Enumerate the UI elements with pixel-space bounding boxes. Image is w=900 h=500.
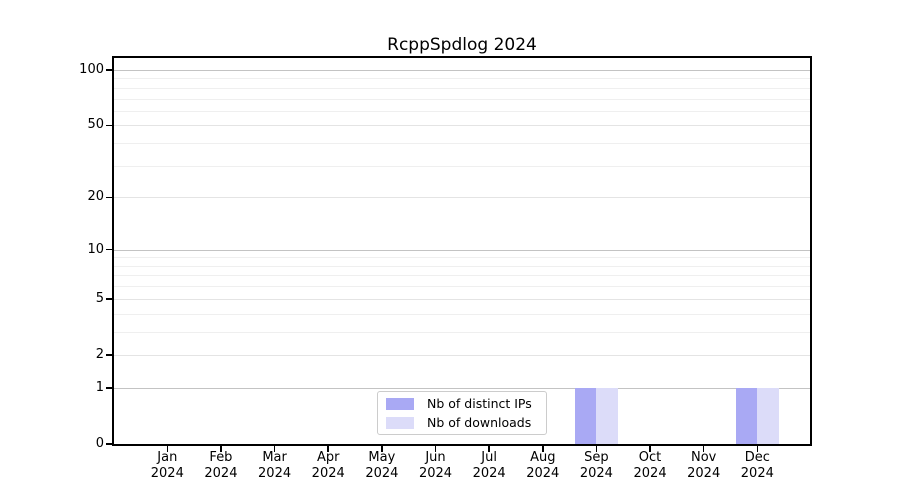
gridline-y-10 <box>114 249 810 251</box>
gridline-y-7 <box>114 275 810 277</box>
gridline-y-100 <box>114 70 810 71</box>
x-tick-label-dec-2024: Dec 2024 <box>740 450 774 481</box>
legend-swatch-distinct-ips-icon <box>386 397 414 410</box>
y-tick-label-50: 50 <box>87 117 104 133</box>
x-tick-jul-2024 <box>488 446 490 452</box>
gridline-y-40 <box>114 143 810 145</box>
gridline-y-30 <box>114 165 810 167</box>
y-tick-label-5: 5 <box>95 290 104 306</box>
gridline-y-5 <box>114 298 810 300</box>
gridline-y-1 <box>114 387 810 389</box>
y-tick-100 <box>106 69 112 71</box>
x-tick-label-apr-2024: Apr 2024 <box>311 450 345 481</box>
legend-label-distinct-ips: Nb of distinct IPs <box>427 396 532 411</box>
x-tick-label-may-2024: May 2024 <box>365 450 399 481</box>
x-tick-label-oct-2024: Oct 2024 <box>633 450 667 481</box>
gridline-y-60 <box>114 110 810 112</box>
y-tick-0 <box>106 443 112 445</box>
x-tick-nov-2024 <box>702 446 705 452</box>
bar-dec-2024-nb-of-downloads <box>757 387 779 444</box>
gridline-y-90 <box>114 78 810 80</box>
x-tick-may-2024 <box>381 446 383 452</box>
legend-swatch-downloads-icon <box>386 416 414 429</box>
legend-item-distinct-ips: Nb of distinct IPs <box>378 396 546 412</box>
x-tick-label-nov-2024: Nov 2024 <box>687 450 721 481</box>
bar-sep-2024-nb-of-distinct-ips <box>574 387 597 444</box>
y-tick-1 <box>106 387 112 389</box>
gridline-y-8 <box>114 265 810 267</box>
y-tick-2 <box>106 354 112 356</box>
y-tick-label-20: 20 <box>87 189 104 205</box>
x-tick-sep-2024 <box>595 446 598 452</box>
y-tick-20 <box>106 196 112 199</box>
chart-title: RcppSpdlog 2024 <box>387 35 537 55</box>
x-tick-label-jan-2024: Jan 2024 <box>150 450 184 481</box>
gridline-y-6 <box>114 286 810 288</box>
x-tick-jun-2024 <box>434 446 437 452</box>
gridline-y-4 <box>114 313 810 315</box>
y-tick-label-1: 1 <box>95 379 104 395</box>
legend-item-downloads: Nb of downloads <box>378 415 546 431</box>
gridline-y-2 <box>114 354 810 356</box>
gridline-y-80 <box>114 87 810 89</box>
x-tick-label-jun-2024: Jun 2024 <box>418 450 453 481</box>
x-tick-label-feb-2024: Feb 2024 <box>204 450 238 481</box>
plot-area <box>112 56 812 446</box>
x-tick-label-jul-2024: Jul 2024 <box>472 450 506 481</box>
x-tick-apr-2024 <box>327 446 329 452</box>
x-tick-label-aug-2024: Aug 2024 <box>526 450 560 481</box>
y-tick-5 <box>106 298 112 300</box>
legend: Nb of distinct IPs Nb of downloads <box>377 391 547 435</box>
y-tick-label-0: 0 <box>95 436 104 451</box>
x-tick-label-sep-2024: Sep 2024 <box>579 450 613 481</box>
y-tick-10 <box>106 248 112 251</box>
y-tick-label-2: 2 <box>95 346 104 362</box>
gridline-y-9 <box>114 257 810 259</box>
y-tick-label-100: 100 <box>79 62 104 77</box>
bar-dec-2024-nb-of-distinct-ips <box>735 387 758 444</box>
gridline-y-50 <box>114 125 810 127</box>
legend-label-downloads: Nb of downloads <box>427 415 532 430</box>
x-tick-dec-2024 <box>756 446 759 452</box>
gridline-y-70 <box>114 98 810 100</box>
y-tick-50 <box>106 124 112 127</box>
x-tick-label-mar-2024: Mar 2024 <box>258 450 292 481</box>
y-tick-label-10: 10 <box>87 241 104 257</box>
x-tick-feb-2024 <box>220 446 222 452</box>
x-tick-oct-2024 <box>649 446 651 452</box>
bar-sep-2024-nb-of-downloads <box>596 387 618 444</box>
x-tick-jan-2024 <box>166 446 169 452</box>
gridline-y-3 <box>114 331 810 333</box>
gridline-y-20 <box>114 197 810 199</box>
x-tick-mar-2024 <box>273 446 276 452</box>
x-tick-aug-2024 <box>542 446 544 452</box>
